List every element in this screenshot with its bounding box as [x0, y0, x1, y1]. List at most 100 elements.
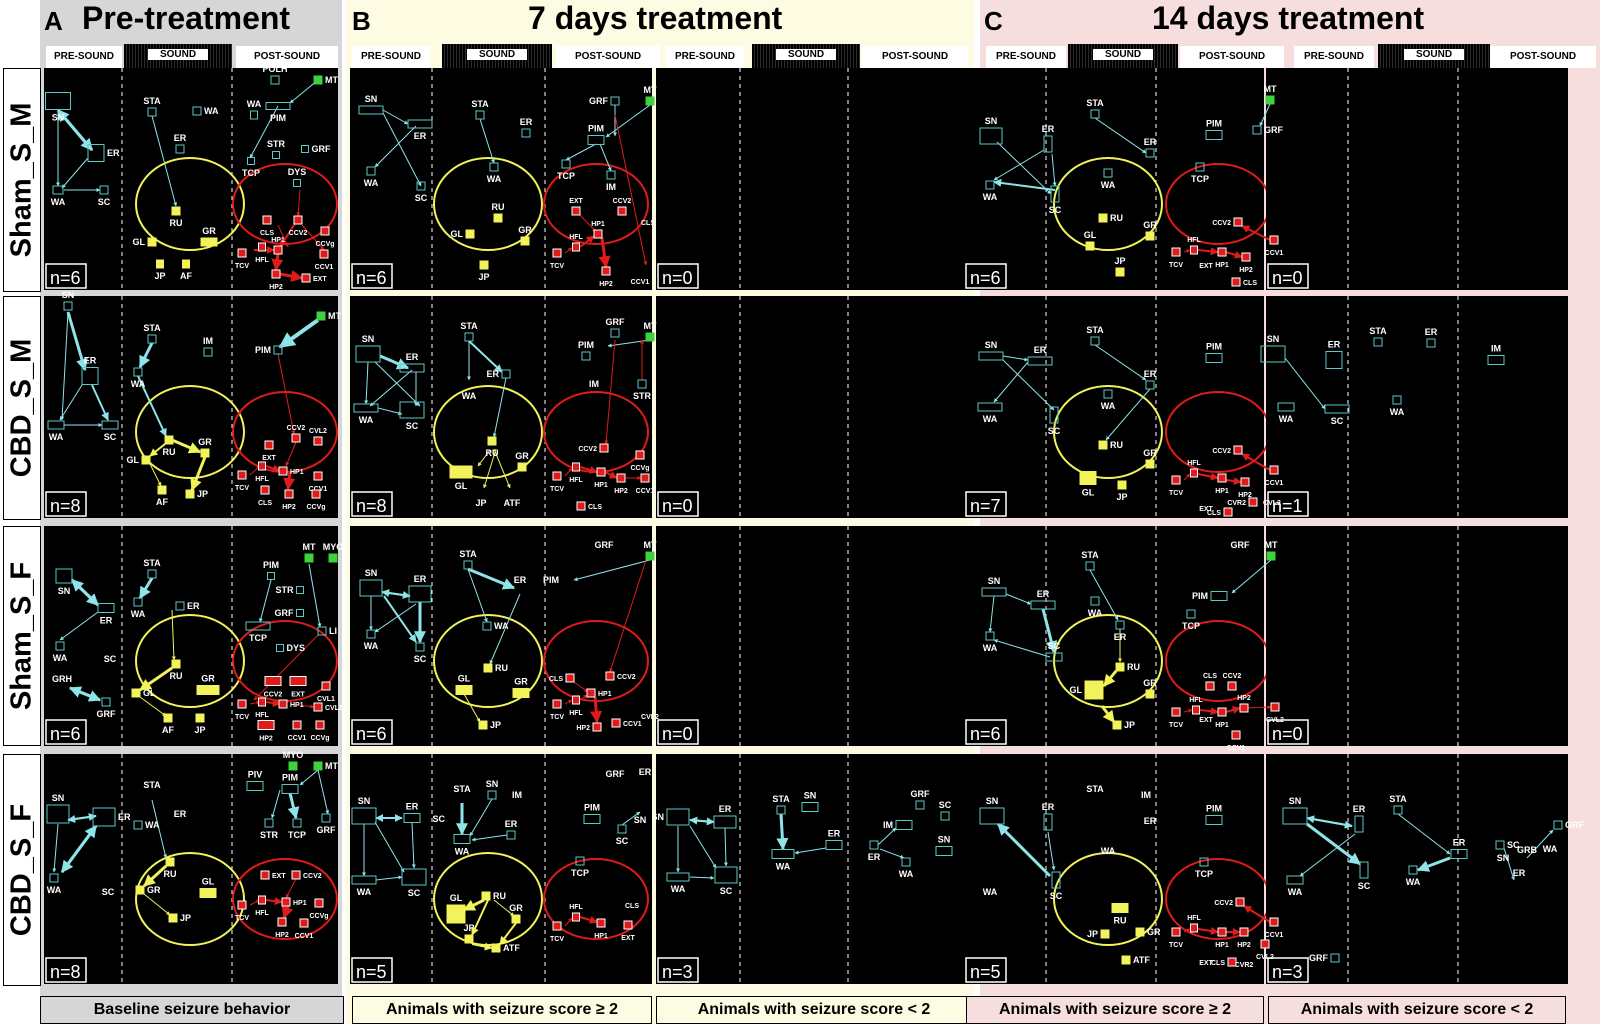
node-grf: [296, 609, 304, 617]
node-label: MYO: [283, 750, 304, 760]
node-label: SC: [1049, 205, 1062, 215]
phase-pre-sound: PRE-SOUND: [352, 46, 430, 68]
node-label: ER: [1144, 816, 1157, 826]
node-label: SN: [988, 576, 1001, 586]
node-sn: [1260, 345, 1286, 363]
node-sc: [415, 642, 425, 652]
node-sc: [1050, 185, 1060, 203]
node-sn: [981, 587, 1007, 597]
node-grf: [1330, 953, 1340, 963]
node-label: PIM: [1206, 119, 1222, 129]
node-pim: [1205, 353, 1223, 363]
node-er: [1325, 351, 1343, 369]
node-sta: [1090, 109, 1100, 119]
node-label: CCV1: [295, 933, 314, 940]
node-ccv1: [1269, 917, 1279, 927]
network-edge: [171, 609, 176, 661]
network-edge: [299, 769, 319, 786]
node-label: GR: [514, 677, 528, 687]
node-jp: [1117, 480, 1127, 490]
node-label: SC: [104, 432, 117, 442]
network-edge: [604, 471, 618, 479]
node-label: STA: [143, 323, 161, 333]
caption-c-low: Animals with seizure score < 2: [1268, 996, 1566, 1024]
node-label: WA: [359, 415, 374, 425]
node-label: SN: [52, 793, 65, 803]
node-label: GRF: [1565, 820, 1585, 830]
node-label: JP: [1124, 720, 1135, 730]
node-hfl: [1192, 705, 1200, 715]
node-label: CLS: [1203, 673, 1217, 680]
panel-bg: [44, 296, 338, 518]
network-edge: [374, 821, 405, 873]
node-er: [1145, 380, 1155, 390]
node-label: ER: [514, 575, 527, 585]
node-ext: [571, 206, 581, 216]
phase-sound: SOUND: [1068, 44, 1178, 68]
caption-c-high: Animals with seizure score ≥ 2: [966, 996, 1264, 1024]
network-edge: [489, 593, 521, 665]
node-hp2: [1239, 927, 1249, 937]
node-wa: [366, 629, 376, 639]
node-wa: [985, 631, 995, 641]
network-edge: [279, 270, 304, 282]
node-ccv2: [291, 870, 301, 880]
node-cvr2: [1248, 497, 1258, 507]
node-hp2: [277, 917, 287, 927]
node-label: EXT: [621, 935, 635, 942]
network-edge: [1094, 117, 1147, 154]
node-mt: [1265, 95, 1275, 105]
count-label: n=0: [1272, 268, 1303, 288]
network-edge: [564, 467, 573, 477]
node-tcp: [1195, 162, 1205, 172]
node-label: CCV2: [289, 230, 308, 237]
node-ccv2: [617, 206, 627, 216]
node-label: SC: [720, 886, 733, 896]
node-sn: [1282, 807, 1308, 825]
node-label: STA: [460, 321, 478, 331]
node-er: [1030, 600, 1056, 610]
node-label: SC: [104, 654, 117, 664]
node-pim: [1210, 591, 1228, 601]
node-cvl2: [1270, 702, 1280, 712]
node-label: GRF: [911, 789, 931, 799]
node-label: ER: [406, 802, 419, 812]
node-label: MT: [644, 540, 657, 550]
node-tcv: [1171, 927, 1181, 937]
network-edge: [469, 798, 493, 837]
network-edge: [61, 157, 89, 189]
node-tcv: [237, 900, 247, 910]
node-wa: [366, 166, 376, 176]
node-tcp: [1186, 609, 1196, 619]
node-cls: [262, 215, 272, 225]
node-label: CCV2: [303, 873, 322, 880]
node-grf: [321, 813, 331, 823]
caption-baseline: Baseline seizure behavior: [40, 996, 344, 1024]
node-wa: [47, 420, 65, 430]
node-wa: [977, 402, 1003, 412]
node-hp2: [284, 489, 294, 499]
node-label: SC: [1507, 840, 1520, 850]
phase-sound: SOUND: [1378, 44, 1490, 68]
node-label: CCV2: [613, 198, 632, 205]
network-edge: [296, 189, 301, 217]
node-label: CCV1: [1227, 745, 1246, 752]
node-hfl: [258, 895, 266, 905]
node-wa: [666, 872, 690, 882]
node-label: SN: [52, 113, 65, 123]
panel-bg: [964, 754, 1264, 984]
node-cls: [1231, 277, 1241, 287]
node-label: WA: [1101, 180, 1116, 190]
node-sn: [979, 807, 1005, 825]
network-edge: [689, 816, 715, 825]
node-sc: [401, 868, 427, 886]
node-label: ER: [1144, 369, 1157, 379]
node-label: CCVg: [315, 241, 334, 248]
count-box: [965, 263, 1007, 289]
node-tcp: [247, 157, 255, 165]
node-label: ER: [1513, 868, 1526, 878]
node-label: WA: [247, 99, 262, 109]
node-wa: [192, 106, 202, 116]
node-label: GL: [1070, 685, 1083, 695]
node-wa: [1408, 865, 1418, 875]
